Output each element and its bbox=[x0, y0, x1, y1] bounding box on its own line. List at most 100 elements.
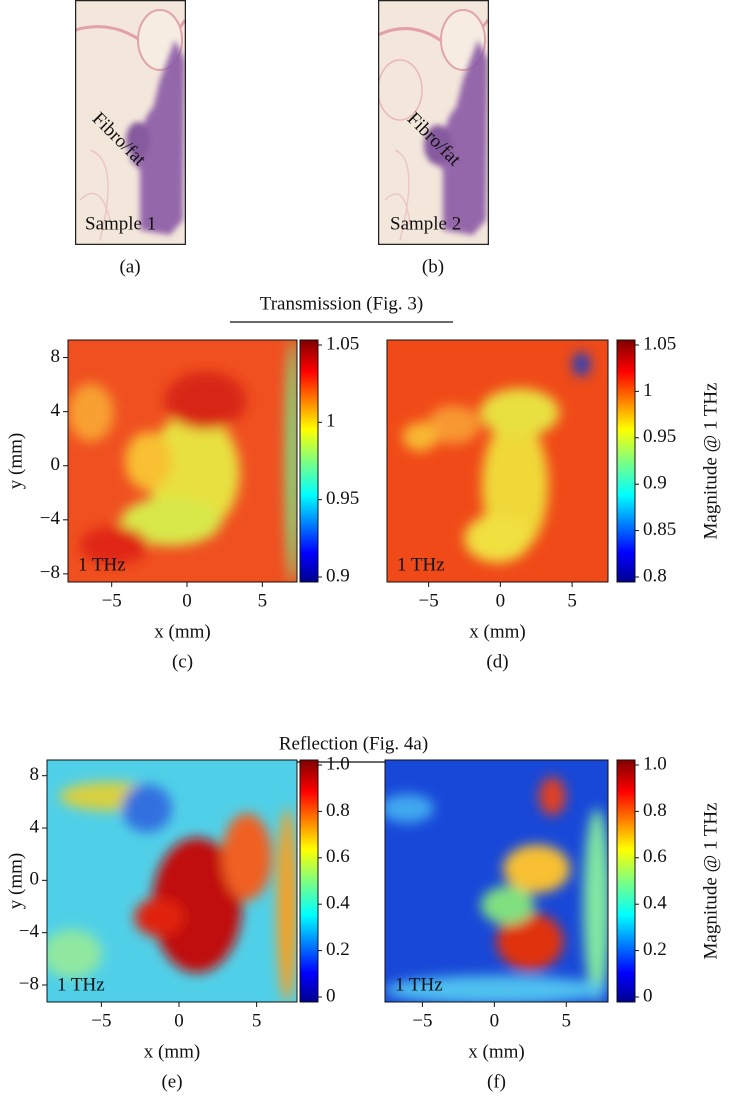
heatmap-blob bbox=[496, 912, 564, 971]
colorbar-label: Magnitude @ 1 THz bbox=[700, 383, 721, 540]
y-tick-label: 8 bbox=[51, 346, 61, 367]
y-tick-label: −4 bbox=[19, 921, 40, 942]
heatmap-blob bbox=[134, 897, 185, 937]
colorbar-tick-label: 0 bbox=[643, 985, 653, 1006]
colorbar-label: Magnitude @ 1 THz bbox=[700, 803, 721, 960]
colorbar-tick-label: 0.95 bbox=[643, 426, 676, 447]
heatmap-blob bbox=[125, 431, 172, 491]
colorbar-tick-label: 1 bbox=[643, 380, 653, 401]
annotation: 1 THz bbox=[395, 974, 443, 995]
colorbar-tick-label: 0.9 bbox=[643, 473, 667, 494]
heatmap-blob bbox=[426, 405, 480, 445]
heatmap-blob bbox=[164, 371, 247, 430]
colorbar-tick-label: 0.4 bbox=[326, 893, 350, 914]
plot-frame bbox=[384, 759, 609, 1003]
colorbar-tick-label: 0 bbox=[326, 985, 336, 1006]
y-tick-label: 8 bbox=[30, 764, 40, 785]
colorbar-tick-label: 0.8 bbox=[326, 800, 350, 821]
heatmap-region bbox=[47, 781, 297, 1002]
heatmap-blob bbox=[402, 422, 438, 452]
plot-frame bbox=[386, 339, 609, 583]
tissue-label: IDC bbox=[518, 167, 551, 188]
colorbar-tick-label: 1 bbox=[326, 411, 336, 432]
histology-image bbox=[75, 0, 186, 245]
caption: (c) bbox=[172, 651, 193, 672]
caption: (b) bbox=[422, 256, 444, 277]
colorbar-tick-label: 0.6 bbox=[643, 846, 667, 867]
heatmap-blob bbox=[480, 885, 535, 925]
heatmap-blob bbox=[222, 813, 272, 901]
caption: (d) bbox=[486, 651, 508, 672]
section-title: Transmission (Fig. 3) bbox=[260, 293, 423, 314]
colorbar-tick-label: 1.05 bbox=[643, 333, 676, 354]
heatmap-blob bbox=[68, 383, 114, 442]
x-tick-label: 0 bbox=[174, 1010, 184, 1031]
x-tick-label: 5 bbox=[567, 590, 577, 611]
colorbar-tick-label: 1.0 bbox=[643, 753, 667, 774]
sample-label: Sample 1 bbox=[85, 213, 156, 234]
heatmap-blob bbox=[538, 776, 566, 816]
heatmap-blob bbox=[47, 929, 102, 978]
caption: (a) bbox=[119, 256, 140, 277]
y-tick-label: −4 bbox=[40, 508, 61, 529]
heatmap bbox=[68, 340, 297, 582]
colorbar-tick-label: 0.2 bbox=[643, 939, 667, 960]
x-tick-label: 0 bbox=[182, 590, 192, 611]
heatmap-blob bbox=[385, 793, 435, 823]
colorbar bbox=[299, 759, 319, 1003]
heatmap-blob bbox=[122, 784, 172, 833]
heatmap bbox=[385, 760, 608, 1002]
y-tick-label: −8 bbox=[19, 973, 39, 994]
x-tick-label: 0 bbox=[496, 590, 506, 611]
plot-frame bbox=[67, 339, 298, 583]
x-axis-label: x (mm) bbox=[469, 621, 525, 642]
x-tick-label: −5 bbox=[91, 1010, 111, 1031]
y-tick-label: 4 bbox=[30, 816, 40, 837]
colorbar-tick-label: 0.6 bbox=[326, 846, 350, 867]
colorbar-tick-label: 1.05 bbox=[326, 333, 359, 354]
caption: (e) bbox=[161, 1071, 182, 1092]
heatmap-blob bbox=[385, 975, 608, 1002]
colorbar-tick-label: 0.4 bbox=[643, 893, 667, 914]
heatmap-region bbox=[402, 352, 591, 563]
x-tick-label: 5 bbox=[562, 1010, 572, 1031]
heatmap-blob bbox=[79, 526, 149, 566]
x-tick-label: 0 bbox=[490, 1010, 500, 1031]
heatmap-region bbox=[385, 776, 608, 1002]
heatmap-blob bbox=[120, 497, 222, 546]
x-tick-label: −5 bbox=[102, 590, 122, 611]
colorbar-tick-label: 0.9 bbox=[326, 565, 350, 586]
heatmap-blob bbox=[277, 808, 297, 1002]
y-tick-label: 0 bbox=[30, 869, 40, 890]
heatmap-blob bbox=[285, 340, 297, 582]
heatmap bbox=[47, 760, 297, 1002]
annotation: 1 THz bbox=[78, 554, 126, 575]
heatmap-region bbox=[68, 340, 297, 582]
y-tick-label: −8 bbox=[40, 562, 60, 583]
x-tick-label: 5 bbox=[258, 590, 268, 611]
y-axis-label: y (mm) bbox=[5, 853, 26, 909]
colorbar-tick-label: 0.8 bbox=[643, 800, 667, 821]
tissue-label: IDC bbox=[206, 167, 239, 188]
annotation: 1 THz bbox=[57, 974, 105, 995]
colorbar-tick-label: 0.2 bbox=[326, 939, 350, 960]
colorbar-tick-label: 0.8 bbox=[643, 565, 667, 586]
colorbar-tick-label: 0.95 bbox=[326, 488, 359, 509]
heatmap-blob bbox=[464, 514, 531, 563]
colorbar bbox=[616, 339, 636, 583]
colorbar bbox=[299, 339, 319, 583]
x-tick-label: −5 bbox=[412, 1010, 432, 1031]
annotation: 1 THz bbox=[397, 554, 445, 575]
sample-label: Sample 2 bbox=[390, 213, 461, 234]
x-tick-label: 5 bbox=[252, 1010, 262, 1031]
section-title: Reflection (Fig. 4a) bbox=[279, 733, 428, 754]
colorbar bbox=[616, 759, 636, 1003]
histology-image bbox=[378, 0, 489, 245]
caption: (f) bbox=[487, 1071, 506, 1092]
colorbar-tick-label: 1.0 bbox=[326, 753, 350, 774]
x-axis-label: x (mm) bbox=[154, 621, 210, 642]
x-axis-label: x (mm) bbox=[468, 1041, 524, 1062]
heatmap-blob bbox=[572, 352, 591, 377]
heatmap bbox=[387, 340, 608, 582]
plot-frame bbox=[46, 759, 298, 1003]
